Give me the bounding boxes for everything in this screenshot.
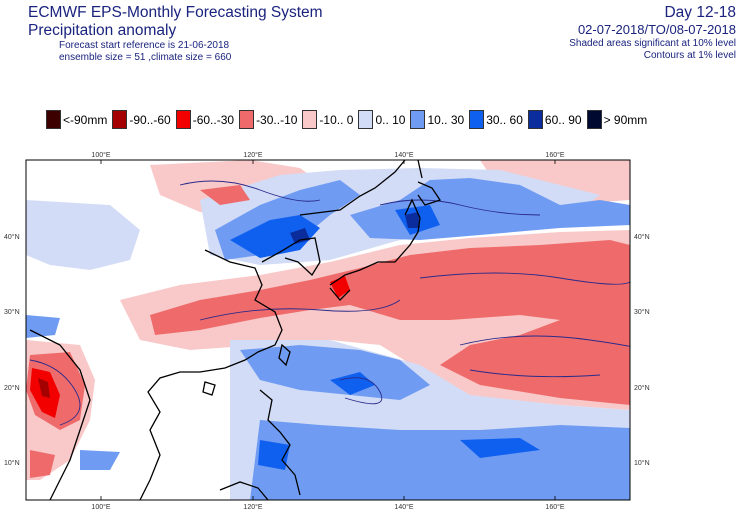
legend-label: 10.. 30 xyxy=(427,112,465,127)
legend-label: -90..-60 xyxy=(129,112,171,127)
legend-swatch xyxy=(175,110,191,129)
coastline-japan-honshu xyxy=(329,198,421,286)
lat-label: 40°N xyxy=(634,233,650,241)
contour-line xyxy=(29,359,81,426)
anomaly-area-very-strong-red xyxy=(38,378,50,398)
coastline-philippines xyxy=(259,389,301,496)
coastlines xyxy=(29,160,442,500)
lon-label: 120°E xyxy=(243,503,262,511)
legend-swatch xyxy=(410,110,426,129)
lat-label: 20°N xyxy=(634,384,650,392)
lat-label: 30°N xyxy=(4,308,20,316)
legend-swatch xyxy=(239,110,255,129)
contour-line xyxy=(379,199,541,216)
anomaly-area-very-strong-blue xyxy=(405,212,420,228)
contour-note: Contours at 1% level xyxy=(643,50,736,61)
coastline-hainan xyxy=(202,381,216,396)
anomaly-area-medium-red xyxy=(150,240,630,405)
anomaly-area-light-blue xyxy=(26,200,140,270)
legend-item: 10.. 30 xyxy=(410,110,464,129)
legend-label: 0.. 10 xyxy=(375,112,406,127)
legend-label: -10.. 0 xyxy=(319,112,354,127)
contour-line xyxy=(199,299,401,321)
lat-label: 10°N xyxy=(4,459,20,467)
coastline-russia xyxy=(299,160,406,216)
precipitation-anomaly-map: 100°E 120°E 140°E 160°E 100°E 120°E 140°… xyxy=(4,151,650,511)
lat-label: 10°N xyxy=(634,459,650,467)
anomaly-area-strong-blue xyxy=(230,215,320,258)
coastline-japan-hokkaido xyxy=(417,181,442,206)
lat-label: 20°N xyxy=(4,384,20,392)
legend-label: > 90mm xyxy=(603,112,648,127)
coastline-korea xyxy=(261,237,321,277)
color-legend: <-90mm -90..-60 -60..-30 -30..-10 -10.. … xyxy=(46,110,652,129)
anomaly-area-medium-red xyxy=(30,450,55,478)
anomaly-field xyxy=(26,160,630,500)
coastline-taiwan xyxy=(278,343,291,367)
legend-item: <-90mm xyxy=(46,110,107,129)
legend-item: -30..-10 xyxy=(239,110,297,129)
anomaly-area-strong-blue xyxy=(258,440,290,470)
anomaly-area-strong-blue xyxy=(460,438,540,458)
contour-line xyxy=(459,335,630,350)
contour-line xyxy=(339,377,383,405)
legend-label: 60.. 90 xyxy=(544,112,582,127)
coastline-borneo xyxy=(219,481,269,500)
forecast-reference: Forecast start reference is 21-06-2018 xyxy=(59,40,230,51)
anomaly-area-medium-blue xyxy=(250,420,630,500)
lon-label: 160°E xyxy=(545,151,564,159)
legend-label: -30..-10 xyxy=(256,112,298,127)
header-left: ECMWF EPS-Monthly Forecasting System Pre… xyxy=(28,4,323,64)
anomaly-area-medium-blue xyxy=(26,315,60,338)
legend-item: 0.. 10 xyxy=(358,110,405,129)
coastline-kyushu xyxy=(329,287,351,301)
legend-label: 30.. 60 xyxy=(486,112,523,127)
field-title: Precipitation anomaly xyxy=(28,22,177,39)
anomaly-area-very-strong-blue xyxy=(290,228,310,244)
contour-line xyxy=(179,180,321,202)
lon-label: 100°E xyxy=(91,151,110,159)
date-range: 02-07-2018/TO/08-07-2018 xyxy=(577,22,736,37)
lat-label: 40°N xyxy=(4,233,20,241)
legend-label: -60..-30 xyxy=(192,112,235,127)
legend-item: -60..-30 xyxy=(175,110,235,129)
legend-item: -90..-60 xyxy=(112,110,171,129)
legend-item: > 90mm xyxy=(586,110,648,129)
coastline-sakhalin xyxy=(417,160,423,179)
coastline-mainland xyxy=(139,249,283,500)
day-range: Day 12-18 xyxy=(664,4,736,21)
tick-marks xyxy=(100,160,556,500)
lon-label: 160°E xyxy=(545,503,564,511)
coastline-indochina xyxy=(29,329,91,500)
legend-item: 60.. 90 xyxy=(527,110,582,129)
anomaly-area-strong-blue xyxy=(330,372,375,395)
legend-swatch xyxy=(302,110,318,129)
legend-swatch xyxy=(112,110,128,129)
lat-label: 30°N xyxy=(634,308,650,316)
legend-swatch xyxy=(46,110,61,129)
legend-swatch xyxy=(586,110,602,129)
anomaly-area-medium-red xyxy=(200,185,250,205)
lon-label: 140°E xyxy=(394,503,413,511)
significance-contours xyxy=(29,180,630,426)
legend-item: -10.. 0 xyxy=(302,110,353,129)
anomaly-area-medium-blue xyxy=(80,450,120,470)
legend-item: 30.. 60 xyxy=(469,110,523,129)
contour-line xyxy=(469,369,601,378)
lon-label: 100°E xyxy=(91,503,110,511)
legend-swatch xyxy=(358,110,374,129)
contour-line xyxy=(419,272,630,285)
legend-swatch xyxy=(527,110,543,129)
legend-swatch xyxy=(469,110,485,129)
system-title: ECMWF EPS-Monthly Forecasting System xyxy=(28,4,323,21)
shaded-note: Shaded areas significant at 10% level xyxy=(569,38,736,49)
lon-label: 140°E xyxy=(394,151,413,159)
legend-label: <-90mm xyxy=(63,112,108,127)
header-right: Day 12-18 02-07-2018/TO/08-07-2018 Shade… xyxy=(569,4,736,62)
lon-label: 120°E xyxy=(243,151,262,159)
ensemble-info: ensemble size = 51 ,climate size = 660 xyxy=(59,52,232,63)
